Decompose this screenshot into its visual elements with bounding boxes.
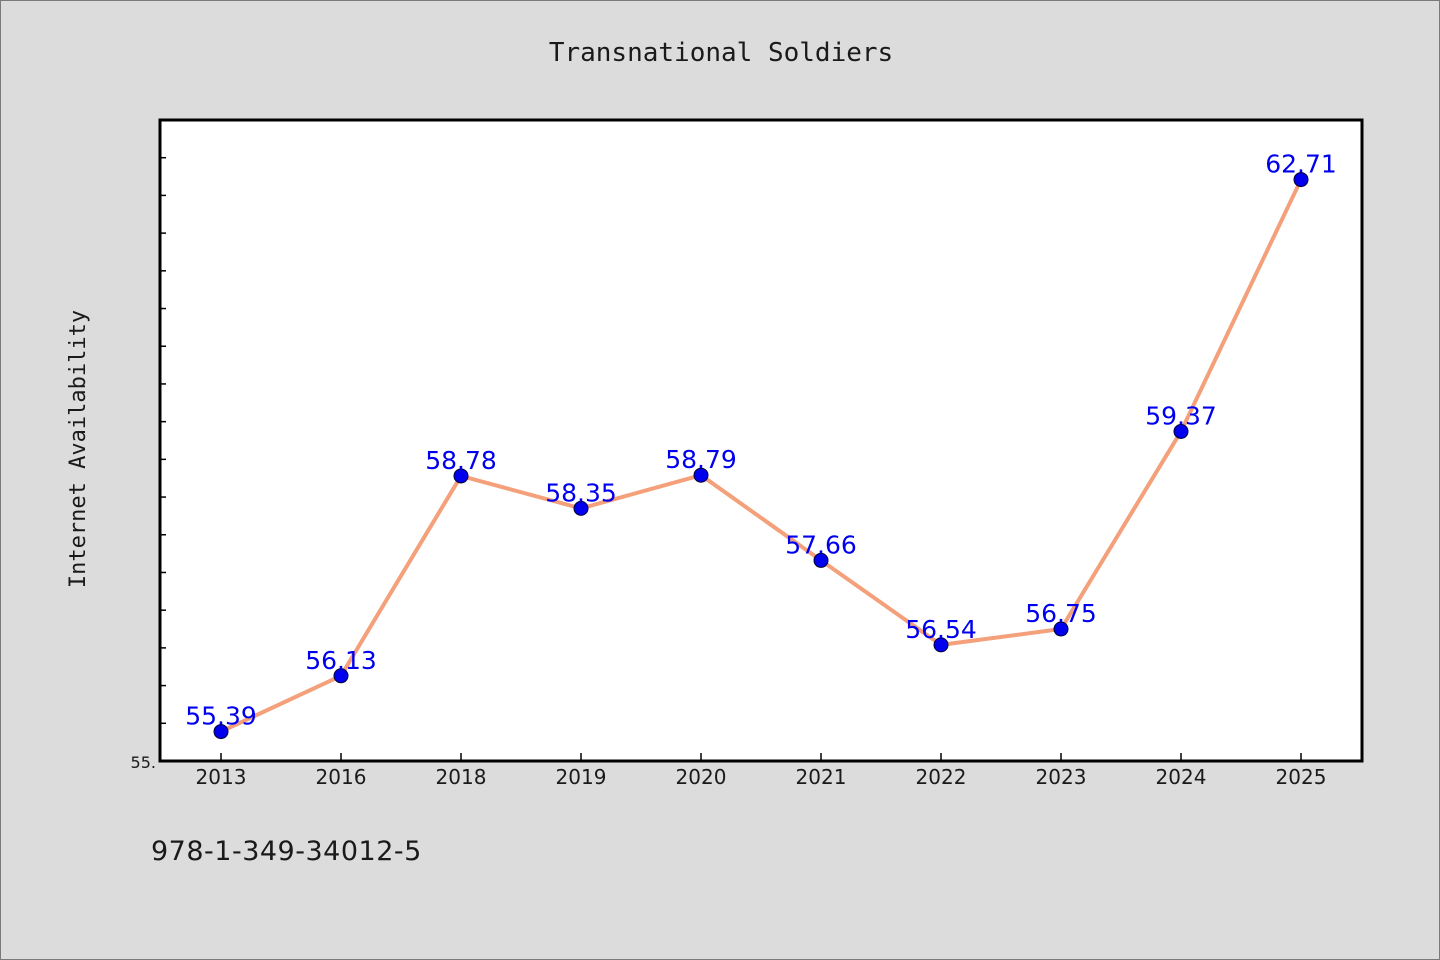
x-tick-label: 2024 <box>1156 765 1207 789</box>
x-axis-tick-labels: 2013 2016 2018 2019 2020 2021 2022 2023 2024 2025 <box>196 765 1327 789</box>
data-point <box>573 500 589 516</box>
data-point <box>693 467 709 483</box>
data-point <box>933 637 949 653</box>
x-tick-label: 2021 <box>796 765 847 789</box>
data-markers <box>213 172 1309 740</box>
data-label: 58.35 <box>545 478 617 507</box>
data-label: 57.66 <box>785 530 857 559</box>
x-tick-label: 2013 <box>196 765 247 789</box>
data-label: 56.54 <box>905 615 977 644</box>
data-point <box>813 552 829 568</box>
data-labels: 55.39 56.13 58.78 58.35 58.79 57.66 56.54 56.75… <box>185 150 1337 731</box>
data-label: 58.78 <box>425 446 497 475</box>
x-axis-ticks <box>220 753 1302 761</box>
isbn-text: 978-1-349-34012-5 <box>151 836 422 867</box>
x-tick-label: 2018 <box>436 765 487 789</box>
data-label: 55.39 <box>185 702 257 731</box>
x-tick-label: 2020 <box>676 765 727 789</box>
data-point <box>1293 172 1309 188</box>
x-tick-label: 2016 <box>316 765 367 789</box>
data-label: 58.79 <box>665 445 737 474</box>
x-tick-label: 2022 <box>916 765 967 789</box>
data-point <box>213 724 229 740</box>
data-label: 56.75 <box>1025 599 1097 628</box>
x-tick-label: 2019 <box>556 765 607 789</box>
y-axis-ticks <box>160 119 166 762</box>
data-label: 56.13 <box>305 646 377 675</box>
data-label: 62.71 <box>1265 150 1337 179</box>
x-tick-label: 2025 <box>1276 765 1327 789</box>
data-point <box>333 668 349 684</box>
y-axis-label: Internet Availability <box>66 310 91 588</box>
data-point <box>1053 621 1069 637</box>
data-point <box>1173 423 1189 439</box>
y-tick-label: 55. <box>131 753 156 772</box>
plot-area <box>158 118 1364 763</box>
series-line <box>220 178 1303 734</box>
data-label: 59.37 <box>1145 401 1217 430</box>
chart-title: Transnational Soldiers <box>549 38 893 68</box>
data-point <box>453 468 469 484</box>
x-tick-label: 2023 <box>1036 765 1087 789</box>
